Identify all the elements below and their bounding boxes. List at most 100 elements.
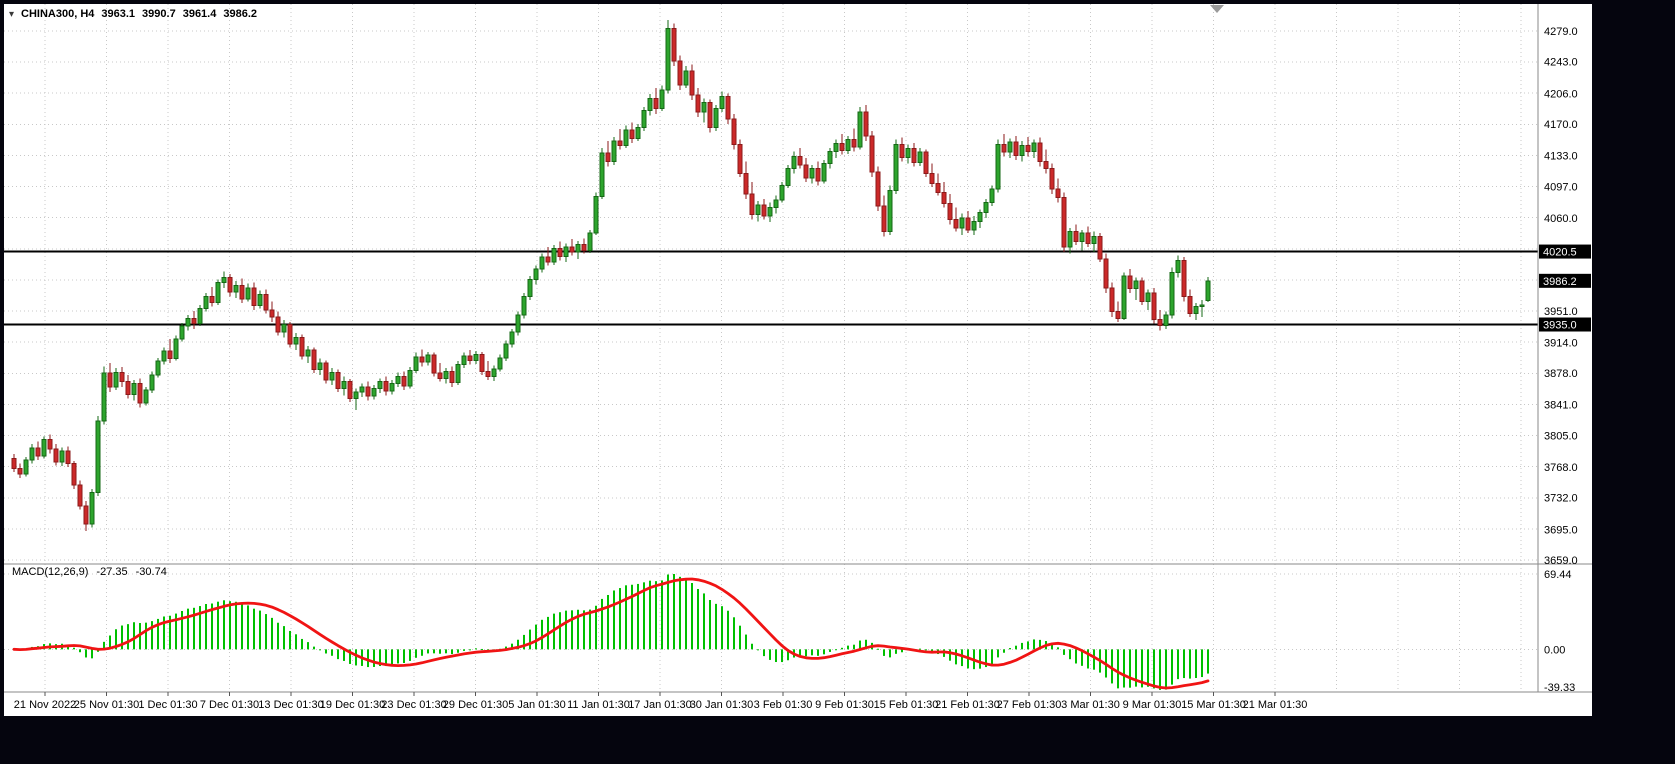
candle (89, 489, 95, 528)
candle (431, 352, 437, 377)
candle (413, 352, 419, 374)
candle (1103, 253, 1109, 293)
candle (977, 209, 983, 229)
price-tick-label: 4133.0 (1544, 151, 1578, 163)
candle (179, 322, 185, 342)
candle (641, 106, 647, 131)
candle (257, 290, 263, 309)
price-scale[interactable]: 4279.0 4243.0 4206.0 4170.0 4133.0 4097.0 4060… (1539, 26, 1591, 567)
time-tick-label: 21 Feb 01:30 (935, 699, 1000, 711)
candle (809, 164, 815, 184)
candle (401, 371, 407, 391)
candle (161, 347, 167, 365)
time-tick-label: 21 Nov 2022 (14, 699, 76, 711)
current-price-badge (1539, 273, 1591, 288)
candle (341, 376, 347, 396)
time-tick-label: 21 Mar 01:30 (1243, 699, 1308, 711)
candle (47, 434, 53, 454)
candle (509, 328, 515, 348)
candle (665, 19, 671, 94)
candle (353, 388, 359, 410)
candle (365, 381, 371, 401)
chart-shift-marker[interactable] (1210, 5, 1224, 13)
candle (533, 265, 539, 285)
time-tick-label: 11 Jan 01:30 (567, 699, 630, 711)
candle (233, 280, 239, 299)
candle (563, 243, 569, 263)
candle (611, 136, 617, 165)
candle (443, 368, 449, 384)
candle (1169, 267, 1175, 319)
candle (479, 351, 485, 375)
candle (107, 362, 113, 392)
price-tick-label: 4243.0 (1544, 57, 1578, 69)
candle (1091, 231, 1097, 252)
candle (185, 315, 191, 331)
candle (929, 163, 935, 188)
panel-frames (4, 4, 1592, 693)
candle (23, 456, 29, 477)
candle (155, 357, 161, 378)
candle (1067, 228, 1073, 254)
time-tick-label: 25 Nov 01:30 (74, 699, 139, 711)
candle (221, 271, 227, 288)
time-tick-label: 29 Dec 01:30 (443, 699, 508, 711)
candle (719, 91, 725, 113)
macd-scale[interactable]: 69.44 0.00 -39.33 (1544, 569, 1575, 694)
indicator-signal-value: -30.74 (135, 566, 167, 578)
candle (275, 311, 281, 336)
candle (1037, 137, 1043, 167)
candle (851, 128, 857, 152)
candle (1061, 192, 1067, 252)
candle (425, 351, 431, 366)
candles-layer (11, 19, 1211, 531)
time-tick-label: 9 Mar 01:30 (1123, 699, 1182, 711)
chart-canvas[interactable]: 4279.0 4243.0 4206.0 4170.0 4133.0 4097.0 4060… (4, 4, 1592, 716)
candle (497, 354, 503, 372)
candle (815, 161, 821, 186)
candle (461, 352, 467, 369)
time-tick-label: 9 Feb 01:30 (815, 699, 874, 711)
candle (545, 246, 551, 266)
candle (833, 139, 839, 159)
candle (911, 142, 917, 167)
candle (995, 139, 1001, 193)
candle (437, 362, 443, 382)
candle (857, 106, 863, 150)
candle (1073, 224, 1079, 246)
price-tick-label: 3659.0 (1544, 555, 1578, 567)
one-click-trading-arrow-icon[interactable]: ▾ (9, 8, 15, 20)
candle (875, 166, 881, 212)
candle (1199, 299, 1205, 317)
time-tick-label: 15 Feb 01:30 (874, 699, 939, 711)
candle (629, 122, 635, 143)
candle (143, 386, 149, 406)
price-badge-label: 4020.5 (1543, 247, 1577, 259)
candle (1127, 269, 1133, 293)
candle (623, 125, 629, 148)
candle (785, 164, 791, 188)
candle (1055, 178, 1061, 203)
candle (317, 358, 323, 375)
candle (587, 229, 593, 253)
price-tick-label: 3768.0 (1544, 462, 1578, 474)
candle (119, 367, 125, 387)
candle (599, 147, 605, 200)
candle (1193, 303, 1199, 321)
candle (887, 185, 893, 235)
time-tick-label: 7 Dec 01:30 (200, 699, 259, 711)
candle (953, 207, 959, 232)
candle (215, 279, 221, 305)
level-price-badge (1539, 244, 1591, 259)
candle (521, 292, 527, 319)
open-value: 3963.1 (101, 8, 136, 20)
candle (383, 376, 389, 396)
price-badge-label: 3986.2 (1543, 276, 1577, 288)
grid-lines (4, 4, 1538, 693)
time-tick-label: 15 Mar 01:30 (1181, 699, 1246, 711)
candle (371, 385, 377, 400)
candle (659, 85, 665, 112)
candle (245, 283, 251, 302)
